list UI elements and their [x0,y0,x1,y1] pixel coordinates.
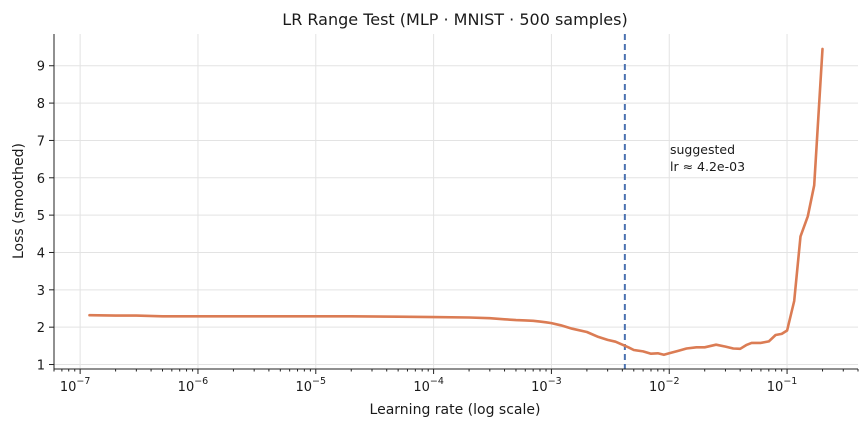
data-point [232,315,234,317]
annotation-line-2: lr ≈ 4.2e-03 [670,159,745,174]
data-point [695,346,697,348]
y-axis-label: Loss (smoothed) [11,143,27,259]
x-axis-label: Learning rate (log scale) [370,402,541,418]
data-point [489,317,491,319]
data-point [397,316,399,318]
data-point [793,300,795,302]
data-point [685,347,687,349]
data-point [775,334,777,336]
data-point [642,350,644,352]
data-point [571,328,573,330]
data-point [786,330,788,332]
data-point [560,324,562,326]
data-point [135,315,137,317]
x-tick-label: 10−3 [531,376,562,395]
data-point [515,319,517,321]
x-tick-label: 10−4 [413,376,444,395]
data-point [768,340,770,342]
data-point [597,336,599,338]
y-tick-label: 7 [37,134,45,149]
series [88,47,824,357]
data-point [822,48,824,50]
data-point [88,314,90,316]
x-tick-label: 10−1 [767,376,798,395]
data-point [315,315,317,317]
data-point [504,318,506,320]
data-point [607,339,609,341]
data-point [760,342,762,344]
data-point [704,346,706,348]
data-point [739,348,741,350]
y-tick-label: 1 [37,359,45,374]
y-tick-label: 5 [37,209,45,224]
data-point [115,315,117,317]
y-tick-label: 3 [37,284,45,299]
data-point [550,322,552,324]
data-point [539,321,541,323]
data-point [279,315,281,317]
x-ticks: 10−7 10−6 10−5 10−4 10−3 10−2 10−1 [53,369,859,395]
data-point [586,331,588,333]
data-point [813,184,815,186]
data-point [668,352,670,354]
data-point [799,235,801,237]
data-point [663,354,665,356]
y-tick-label: 9 [37,60,45,75]
data-point [781,333,783,335]
y-ticks: 1 2 3 4 5 6 7 8 9 [37,60,54,374]
y-tick-label: 8 [37,97,45,112]
data-point [627,346,629,348]
annotation: suggested lr ≈ 4.2e-03 [670,142,745,174]
x-tick-label: 10−6 [178,376,209,395]
data-point [350,315,352,317]
data-point [745,344,747,346]
axes-spines [53,34,858,370]
data-point [715,344,717,346]
chart-title: LR Range Test (MLP · MNIST · 500 samples… [282,10,627,29]
data-point [433,316,435,318]
y-tick-label: 2 [37,321,45,336]
y-tick-label: 6 [37,172,45,187]
data-point [807,215,809,217]
y-tick-label: 4 [37,246,45,261]
data-point [197,315,199,317]
data-point [650,353,652,355]
data-point [621,344,623,346]
x-tick-label: 10−2 [649,376,680,395]
data-point [545,321,547,323]
grid [54,34,858,369]
data-point [633,349,635,351]
data-point [657,352,659,354]
data-point [161,315,163,317]
data-point [751,342,753,344]
data-point [724,346,726,348]
data-point [532,320,534,322]
data-point [678,350,680,352]
series-line [88,47,824,357]
annotation-line-1: suggested [670,142,735,157]
x-tick-label: 10−7 [60,376,91,395]
data-point [468,316,470,318]
data-point [524,319,526,321]
data-point [615,341,617,343]
x-tick-label: 10−5 [295,376,326,395]
data-point [732,347,734,349]
